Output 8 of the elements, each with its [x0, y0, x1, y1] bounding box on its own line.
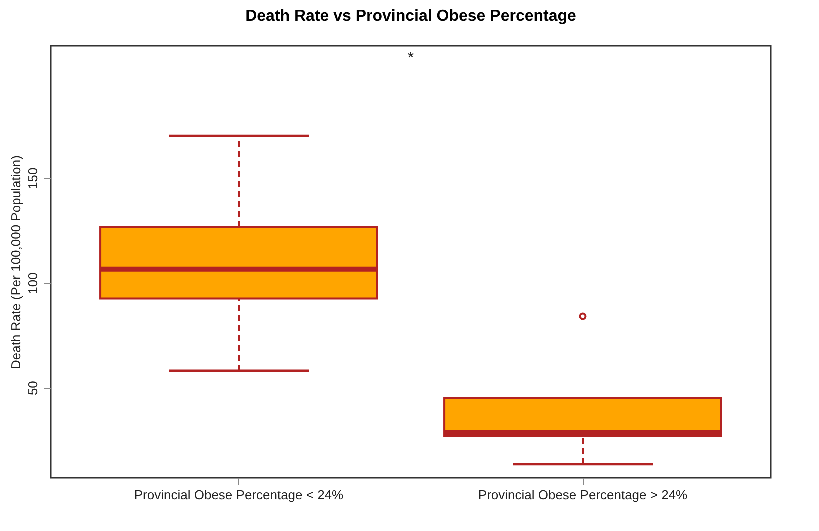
y-axis-title: Death Rate (Per 100,000 Population) [8, 156, 24, 370]
annotation: * [408, 50, 414, 67]
y-tick-label: 100 [26, 272, 40, 294]
chart-title: Death Rate vs Provincial Obese Percentage [246, 8, 577, 25]
x-tick-label: Provincial Obese Percentage < 24% [134, 488, 344, 502]
y-tick-label: 150 [26, 168, 40, 190]
y-tick-label: 50 [26, 381, 40, 396]
x-tick-label: Provincial Obese Percentage > 24% [478, 488, 688, 502]
